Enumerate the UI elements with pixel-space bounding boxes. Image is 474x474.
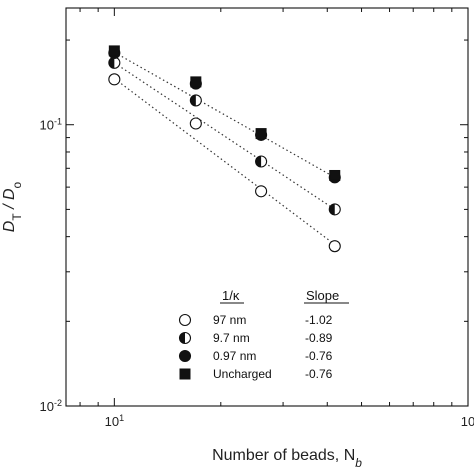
y-axis-title: DT / Do bbox=[1, 181, 24, 232]
data-point bbox=[255, 155, 268, 168]
data-points-layer bbox=[108, 45, 341, 253]
legend-marker bbox=[178, 313, 192, 327]
data-point bbox=[108, 45, 120, 57]
data-point bbox=[328, 240, 341, 253]
data-point bbox=[189, 94, 202, 107]
legend-entry-label: 0.97 nm bbox=[213, 349, 256, 363]
data-point bbox=[108, 73, 121, 86]
legend-header-slope: Slope bbox=[306, 288, 339, 303]
fit-line bbox=[114, 62, 336, 210]
data-point bbox=[329, 169, 341, 181]
fit-lines-layer bbox=[113, 51, 336, 246]
data-point bbox=[255, 128, 267, 140]
x-axis-title: Number of beads, Nb bbox=[212, 447, 362, 470]
plot-frame bbox=[65, 7, 469, 407]
fit-line bbox=[113, 78, 336, 246]
data-point bbox=[255, 185, 268, 198]
legend-header-label: 1/κ bbox=[222, 288, 240, 303]
fit-line bbox=[114, 51, 336, 178]
data-point bbox=[328, 203, 341, 216]
axis-titles: Number of beads, Nb DT / Do bbox=[1, 181, 362, 470]
x-tick-label: 101 bbox=[105, 413, 124, 429]
x-tick-label: 10 bbox=[461, 414, 474, 429]
legend: 1/κ Slope 97 nm -1.02 9.7 nm -0.89 0.97 nm -0.7… bbox=[178, 288, 349, 381]
legend-entry-slope: -0.76 bbox=[305, 367, 333, 381]
legend-marker bbox=[179, 368, 191, 380]
legend-entry-slope: -1.02 bbox=[305, 313, 333, 327]
legend-entry-label: 9.7 nm bbox=[213, 331, 250, 345]
data-point bbox=[189, 117, 202, 130]
legend-entry-slope: -0.89 bbox=[305, 331, 333, 345]
legend-marker bbox=[178, 349, 192, 363]
y-tick-label: 10-2 bbox=[40, 398, 62, 414]
axes-layer: 101 10 10-1 10-2 bbox=[40, 7, 474, 429]
y-tick-label: 10-1 bbox=[40, 117, 62, 133]
data-point bbox=[190, 76, 202, 88]
data-point bbox=[108, 56, 121, 69]
legend-entry-slope: -0.76 bbox=[305, 349, 333, 363]
legend-entry-label: 97 nm bbox=[213, 313, 246, 327]
legend-marker bbox=[178, 331, 192, 345]
legend-entry-label: Uncharged bbox=[213, 367, 272, 381]
